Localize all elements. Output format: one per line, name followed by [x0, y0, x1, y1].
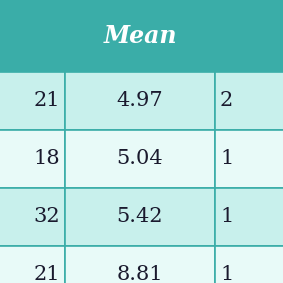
Bar [0, 188, 65, 246]
Text: 32: 32 [33, 207, 60, 226]
Bar [65, 72, 215, 130]
Text: 1: 1 [220, 265, 233, 283]
Bar [215, 130, 283, 188]
Bar [215, 188, 283, 246]
Bar [65, 130, 215, 188]
Bar [215, 72, 283, 130]
Text: 21: 21 [33, 91, 60, 110]
Text: Mean: Mean [103, 24, 177, 48]
Text: 5.42: 5.42 [117, 207, 163, 226]
Text: 2: 2 [220, 91, 233, 110]
Bar [65, 188, 215, 246]
Text: 18: 18 [33, 149, 60, 168]
Text: 8.81: 8.81 [117, 265, 163, 283]
Text: 1: 1 [220, 207, 233, 226]
Bar [0, 246, 65, 283]
Text: 5.04: 5.04 [117, 149, 163, 168]
Bar [0, 0, 283, 72]
Bar [65, 246, 215, 283]
Bar [0, 130, 65, 188]
Bar [0, 72, 65, 130]
Text: 21: 21 [33, 265, 60, 283]
Text: 4.97: 4.97 [117, 91, 163, 110]
Bar [215, 246, 283, 283]
Text: 1: 1 [220, 149, 233, 168]
